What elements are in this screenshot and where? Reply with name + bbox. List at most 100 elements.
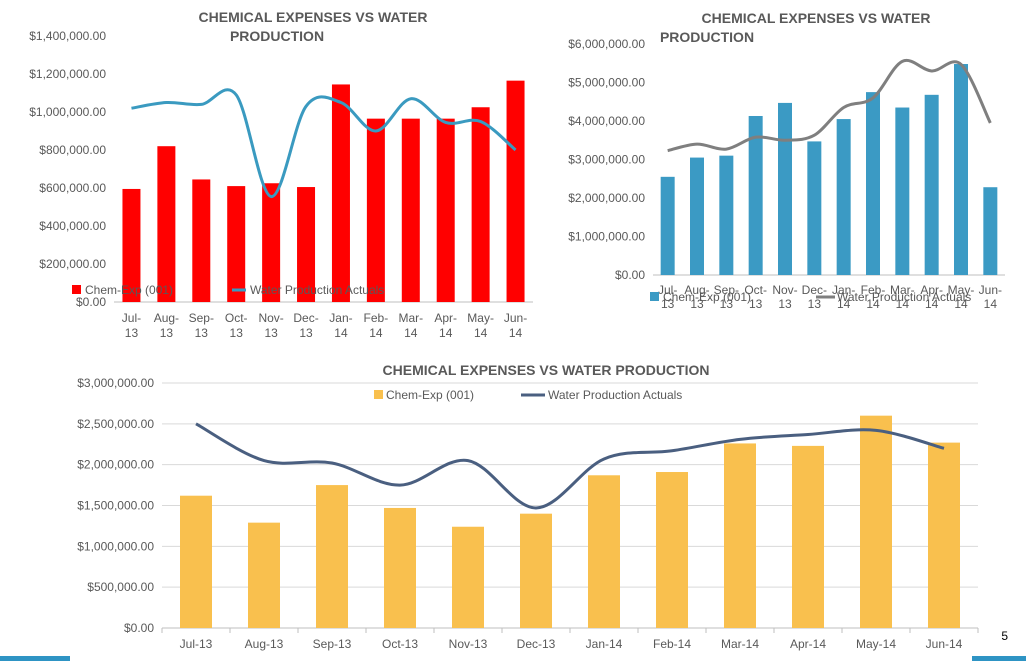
x-tick-label: 14 <box>925 297 939 311</box>
bar-mar-14 <box>895 107 910 276</box>
chart-top-right: CHEMICAL EXPENSES VS WATER PRODUCTION $0.0… <box>568 10 1005 311</box>
bar-may-14 <box>471 107 490 302</box>
y-tick-label: $0.00 <box>615 268 645 282</box>
x-tick-label: 14 <box>984 297 998 311</box>
x-tick-label: 14 <box>866 297 880 311</box>
legend-label-chem-exp: Chem-Exp (001) <box>386 388 474 402</box>
x-tick-label: May-14 <box>856 637 896 651</box>
x-tick-label: Mar-14 <box>721 637 759 651</box>
x-tick-label: Sep- <box>189 311 214 325</box>
x-tick-label: 13 <box>160 326 174 340</box>
bar-apr-14 <box>924 94 939 275</box>
y-tick-label: $0.00 <box>124 621 154 635</box>
bar-mar-14 <box>724 443 756 628</box>
bar-jun-14 <box>506 80 525 303</box>
x-tick-label: Dec- <box>802 283 827 297</box>
x-tick-label: Apr- <box>434 311 457 325</box>
y-tick-label: $1,500,000.00 <box>77 499 154 513</box>
water-production-line <box>195 422 945 510</box>
x-tick-label: Mar- <box>398 311 423 325</box>
x-tick-label: 14 <box>334 326 348 340</box>
legend-label-chem-exp: Chem-Exp (001) <box>85 283 173 297</box>
y-tick-label: $6,000,000.00 <box>568 37 645 51</box>
legend-label-water-production: Water Production Actuals <box>548 388 682 402</box>
x-tick-label: Feb- <box>861 283 886 297</box>
x-tick-label: Jul- <box>122 311 141 325</box>
bar-oct-13 <box>384 507 416 628</box>
x-tick-label: Apr-14 <box>790 637 826 651</box>
bar-jun-14 <box>928 442 960 628</box>
bar-may-14 <box>860 415 892 628</box>
y-tick-label: $400,000.00 <box>39 219 106 233</box>
y-tick-label: $1,000,000.00 <box>29 105 106 119</box>
y-tick-label: $2,000,000.00 <box>568 191 645 205</box>
bar-sep-13 <box>316 485 348 628</box>
y-tick-label: $0.00 <box>76 295 106 309</box>
x-tick-label: Aug- <box>154 311 179 325</box>
bar-jul-13 <box>122 188 141 302</box>
bar-may-14 <box>954 64 968 276</box>
chart-title: PRODUCTION <box>230 28 324 44</box>
x-tick-label: 13 <box>808 297 822 311</box>
x-tick-label: May- <box>948 283 975 297</box>
x-tick-label: 13 <box>299 326 313 340</box>
chart-title: CHEMICAL EXPENSES VS WATER <box>702 10 931 26</box>
legend-label-water-production: Water Production Actuals <box>837 290 971 304</box>
bar-dec-13 <box>297 187 316 302</box>
bar-nov-13 <box>452 526 484 628</box>
x-tick-label: May- <box>467 311 494 325</box>
chart-top-left: CHEMICAL EXPENSES VS WATER PRODUCTION $0.0… <box>29 9 533 340</box>
y-tick-label: $1,000,000.00 <box>77 539 154 553</box>
water-production-line <box>131 88 517 199</box>
bar-jun-14 <box>983 187 998 275</box>
y-tick-label: $600,000.00 <box>39 181 106 195</box>
bar-dec-13 <box>807 141 822 275</box>
x-tick-label: Jul- <box>658 283 677 297</box>
x-tick-label: 14 <box>954 297 968 311</box>
x-tick-label: Jan- <box>832 283 855 297</box>
bar-jul-13 <box>660 176 675 275</box>
y-tick-label: $500,000.00 <box>87 580 154 594</box>
bar-apr-14 <box>436 118 455 303</box>
bar-sep-13 <box>719 155 734 275</box>
x-tick-label: Sep- <box>714 283 739 297</box>
bar-oct-13 <box>227 186 246 302</box>
legend-swatch-chem-exp <box>650 292 659 301</box>
x-tick-label: Nov- <box>772 283 797 297</box>
y-tick-label: $200,000.00 <box>39 257 106 271</box>
x-tick-label: Nov-13 <box>449 637 488 651</box>
x-tick-label: Jan- <box>329 311 352 325</box>
x-tick-label: 14 <box>896 297 910 311</box>
footer-accent-bar-left <box>0 656 70 661</box>
x-tick-label: Jun- <box>979 283 1002 297</box>
chart-bottom: CHEMICAL EXPENSES VS WATER PRODUCTION $0.… <box>77 362 979 651</box>
y-tick-label: $2,000,000.00 <box>77 458 154 472</box>
x-tick-label: Mar- <box>890 283 915 297</box>
bar-aug-13 <box>248 522 280 628</box>
x-tick-label: Dec-13 <box>517 637 556 651</box>
x-tick-label: 14 <box>474 326 488 340</box>
bar-jan-14 <box>331 84 350 302</box>
x-tick-label: 13 <box>195 326 209 340</box>
bar-jul-13 <box>180 495 212 628</box>
bar-jan-14 <box>836 119 851 275</box>
legend-label-chem-exp: Chem-Exp (001) <box>663 290 751 304</box>
x-tick-label: Apr- <box>920 283 943 297</box>
x-tick-label: Sep-13 <box>313 637 352 651</box>
bar-sep-13 <box>192 179 211 302</box>
x-tick-label: Jul-13 <box>180 637 213 651</box>
chart-title: CHEMICAL EXPENSES VS WATER <box>199 9 428 25</box>
bar-oct-13 <box>748 115 763 276</box>
bar-feb-14 <box>866 92 880 275</box>
x-tick-label: 13 <box>720 297 734 311</box>
x-tick-label: Jun-14 <box>926 637 963 651</box>
x-tick-label: 13 <box>125 326 139 340</box>
bar-nov-13 <box>262 183 281 302</box>
x-tick-label: Oct-13 <box>382 637 418 651</box>
x-tick-label: Nov- <box>258 311 283 325</box>
chart-title: PRODUCTION <box>660 29 754 45</box>
bar-feb-14 <box>366 118 385 303</box>
x-tick-label: 13 <box>778 297 792 311</box>
x-tick-label: 14 <box>369 326 383 340</box>
chart-title: CHEMICAL EXPENSES VS WATER PRODUCTION <box>383 362 710 378</box>
